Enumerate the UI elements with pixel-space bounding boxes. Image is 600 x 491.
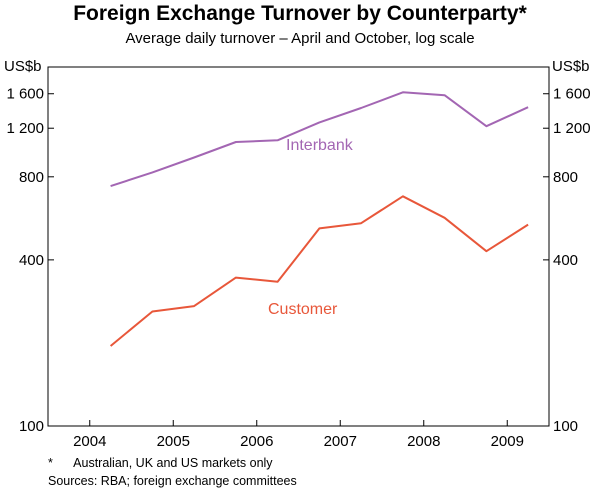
x-tick-label: 2004: [73, 433, 106, 450]
series-line-interbank: [110, 91, 529, 188]
chart-subtitle: Average daily turnover – April and Octob…: [125, 30, 475, 47]
y-tick-label-right: 1 200: [553, 120, 591, 137]
chart-title: Foreign Exchange Turnover by Counterpart…: [73, 2, 527, 25]
y-tick-label-left: 100: [19, 418, 44, 435]
y-tick-label-left: 800: [19, 169, 44, 186]
x-tick-label: 2008: [407, 433, 440, 450]
x-tick-label: 2007: [324, 433, 357, 450]
y-unit-left: US$b: [4, 58, 42, 75]
series-label-customer: Customer: [268, 301, 338, 318]
plot-frame: [47, 66, 550, 427]
x-tick-label: 2005: [157, 433, 190, 450]
x-tick-label: 2006: [240, 433, 273, 450]
axis-ticks: 100 100 400 400 800 800 1 200 1 200 1 600 1 600 20…: [6, 86, 590, 450]
y-tick-label-left: 1 600: [6, 86, 44, 103]
y-tick-label-left: 400: [19, 252, 44, 269]
y-tick-label-right: 800: [553, 169, 578, 186]
series-group: Interbank Customer: [109, 91, 529, 347]
series-line-customer: [109, 195, 529, 347]
footnote-mark: *: [48, 456, 53, 470]
x-tick-label: 2009: [491, 433, 524, 450]
sources-note: Sources: RBA; foreign exchange committee…: [48, 474, 297, 488]
y-unit-right: US$b: [552, 58, 590, 75]
y-tick-label-right: 400: [553, 252, 578, 269]
footnote-text: Australian, UK and US markets only: [73, 456, 273, 470]
y-tick-label-left: 1 200: [6, 120, 44, 137]
series-label-interbank: Interbank: [286, 137, 354, 154]
y-tick-label-right: 1 600: [553, 86, 591, 103]
footnote: * Australian, UK and US markets only: [48, 456, 273, 470]
y-tick-label-right: 100: [553, 418, 578, 435]
